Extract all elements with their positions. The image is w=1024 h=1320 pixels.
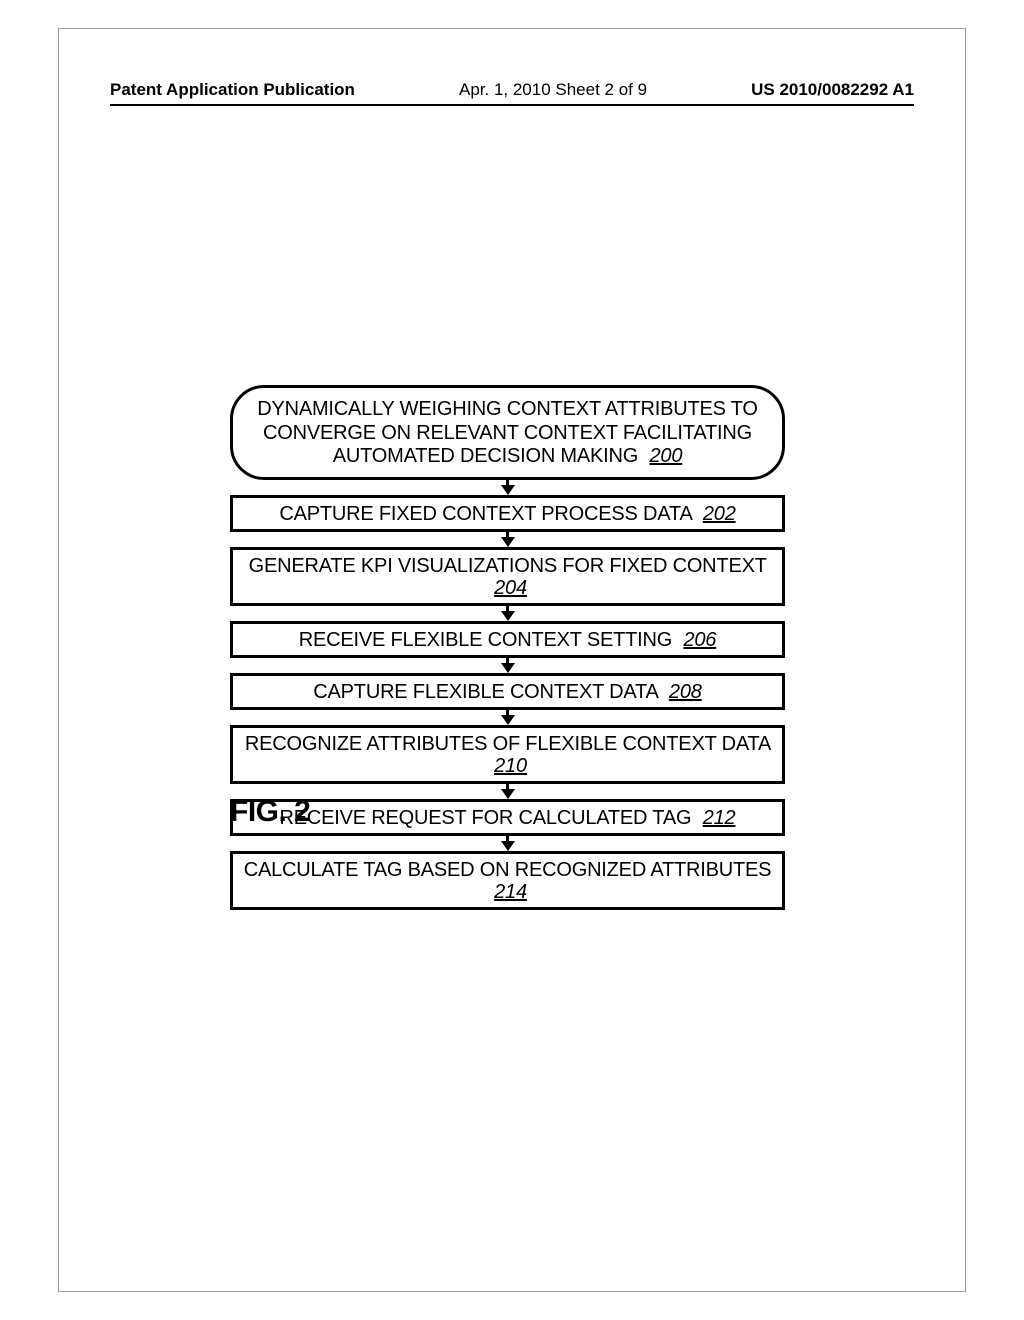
step-text: CALCULATE TAG BASED ON RECOGNIZED ATTRIB… [244, 859, 772, 881]
step-ref: 204 [494, 577, 527, 599]
header-date-sheet: Apr. 1, 2010 Sheet 2 of 9 [459, 80, 647, 100]
step-text: CAPTURE FLEXIBLE CONTEXT DATA [313, 681, 657, 703]
flowchart: DYNAMICALLY WEIGHING CONTEXT ATTRIBUTES … [230, 385, 785, 910]
flowchart-step: CALCULATE TAG BASED ON RECOGNIZED ATTRIB… [230, 851, 785, 910]
step-text: RECEIVE REQUEST FOR CALCULATED TAG [280, 807, 692, 829]
flowchart-step: CAPTURE FLEXIBLE CONTEXT DATA 208 [230, 673, 785, 710]
step-ref: 202 [703, 503, 736, 525]
terminal-line3: AUTOMATED DECISION MAKING [333, 445, 638, 467]
arrow [230, 836, 785, 851]
header-publication: Patent Application Publication [110, 80, 355, 100]
header-patent-number: US 2010/0082292 A1 [751, 80, 914, 100]
flowchart-step: RECOGNIZE ATTRIBUTES OF FLEXIBLE CONTEXT… [230, 725, 785, 784]
step-ref: 214 [494, 881, 527, 903]
arrow [230, 532, 785, 547]
step-ref: 210 [494, 755, 527, 777]
step-ref: 212 [703, 807, 736, 829]
arrow [230, 606, 785, 621]
arrow [230, 480, 785, 495]
terminal-ref: 200 [649, 445, 682, 467]
step-text: CAPTURE FIXED CONTEXT PROCESS DATA [279, 503, 691, 525]
step-text: RECOGNIZE ATTRIBUTES OF FLEXIBLE CONTEXT… [245, 733, 770, 755]
flowchart-step: CAPTURE FIXED CONTEXT PROCESS DATA 202 [230, 495, 785, 532]
terminal-line1: DYNAMICALLY WEIGHING CONTEXT ATTRIBUTES … [257, 398, 758, 420]
flowchart-terminal: DYNAMICALLY WEIGHING CONTEXT ATTRIBUTES … [230, 385, 785, 480]
step-ref: 208 [669, 681, 702, 703]
step-text: RECEIVE FLEXIBLE CONTEXT SETTING [299, 629, 672, 651]
flowchart-step: RECEIVE FLEXIBLE CONTEXT SETTING 206 [230, 621, 785, 658]
flowchart-step: RECEIVE REQUEST FOR CALCULATED TAG 212 [230, 799, 785, 836]
arrow [230, 784, 785, 799]
step-text: GENERATE KPI VISUALIZATIONS FOR FIXED CO… [249, 555, 767, 577]
terminal-line2: CONVERGE ON RELEVANT CONTEXT FACILITATIN… [263, 422, 752, 444]
figure-label: FIG. 2 [230, 795, 310, 829]
arrow [230, 658, 785, 673]
arrow [230, 710, 785, 725]
flowchart-step: GENERATE KPI VISUALIZATIONS FOR FIXED CO… [230, 547, 785, 606]
step-ref: 206 [683, 629, 716, 651]
page-header: Patent Application Publication Apr. 1, 2… [110, 80, 914, 106]
